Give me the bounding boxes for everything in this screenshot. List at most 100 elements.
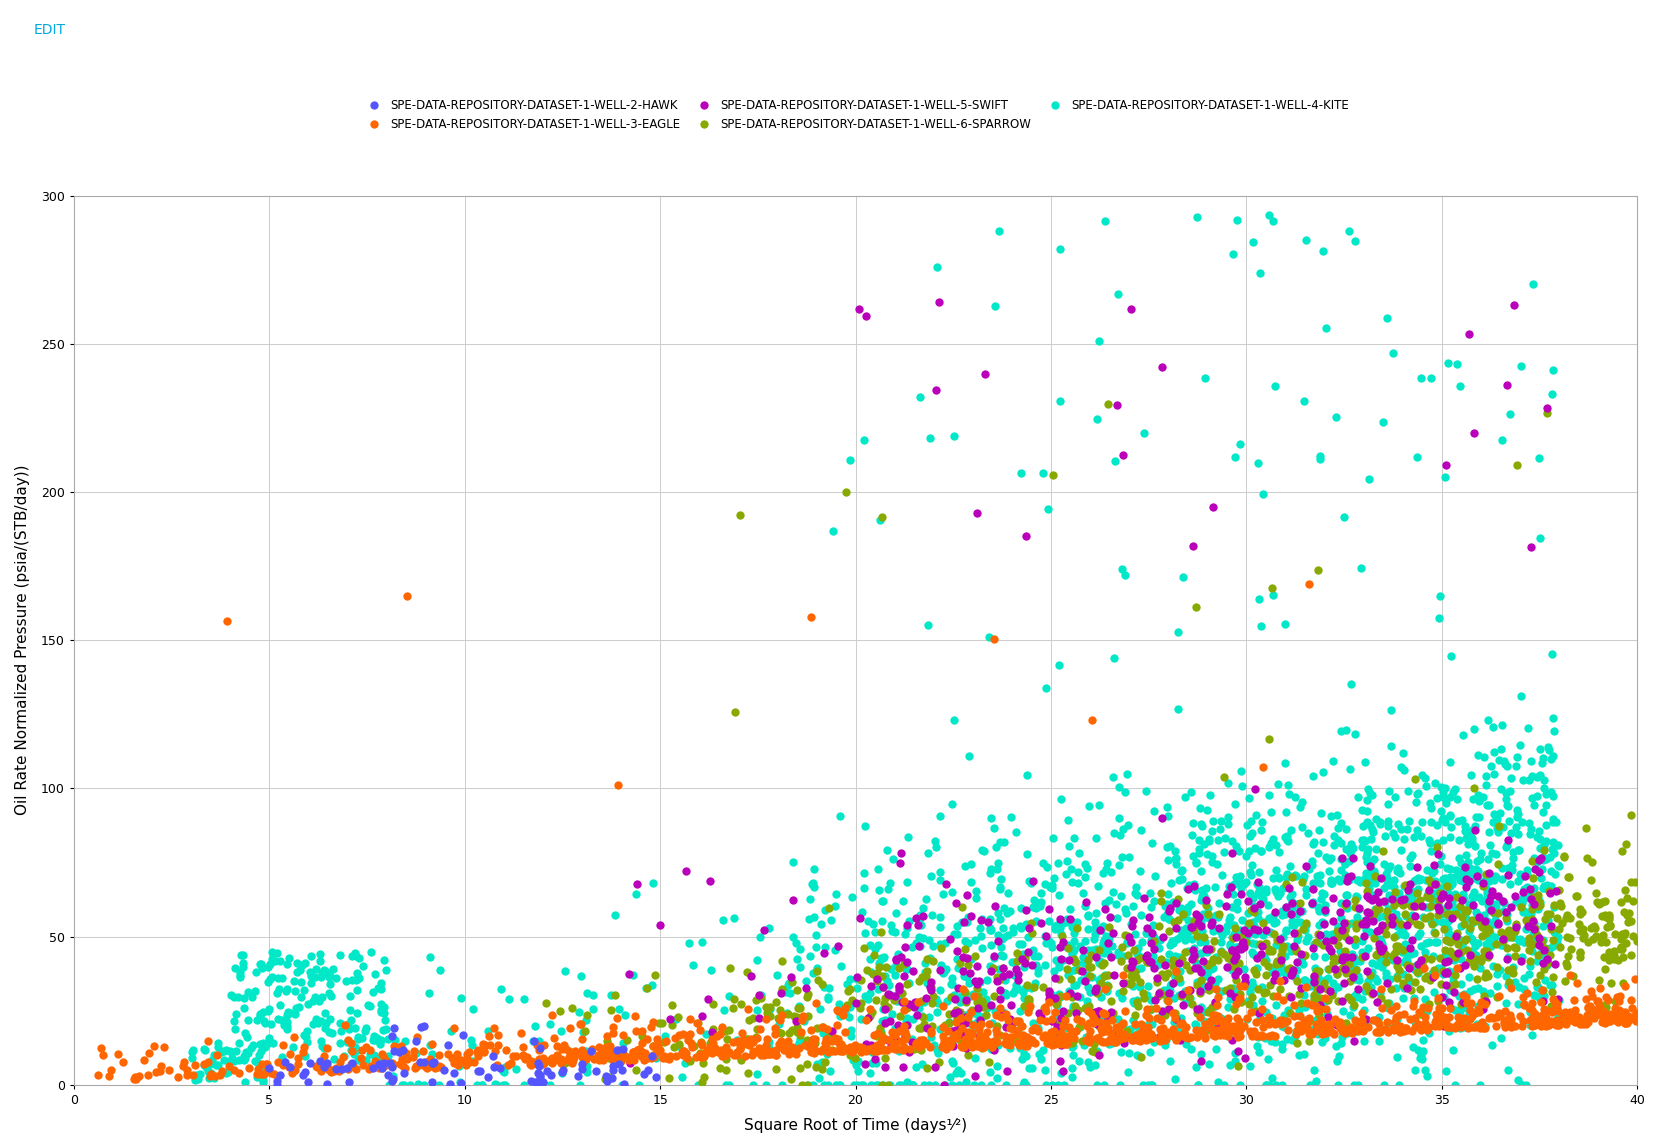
- Point: [1444, 948, 1471, 967]
- Point: [956, 1029, 983, 1047]
- Point: [1496, 782, 1522, 800]
- Point: [838, 1021, 865, 1039]
- Point: [1154, 991, 1180, 1009]
- Point: [1519, 889, 1545, 907]
- Point: [1585, 894, 1612, 913]
- Point: [367, 1003, 393, 1022]
- Point: [1096, 1034, 1122, 1053]
- Point: [903, 1039, 930, 1057]
- Point: [1391, 1004, 1418, 1023]
- Point: [1404, 884, 1431, 902]
- Point: [1343, 961, 1370, 979]
- Point: [254, 1035, 281, 1054]
- Point: [601, 1045, 627, 1063]
- Point: [782, 1045, 808, 1063]
- Point: [525, 1054, 551, 1072]
- Point: [1106, 946, 1132, 964]
- Point: [246, 1046, 272, 1064]
- Point: [1272, 614, 1298, 633]
- Point: [1439, 1041, 1466, 1060]
- Point: [876, 986, 903, 1004]
- Point: [699, 1023, 725, 1041]
- Point: [1351, 753, 1378, 771]
- Point: [237, 1038, 264, 1056]
- Point: [1008, 1002, 1034, 1021]
- Point: [1454, 852, 1481, 870]
- Point: [1379, 899, 1406, 917]
- Point: [1409, 1041, 1436, 1060]
- Point: [1127, 978, 1154, 996]
- Point: [548, 1022, 574, 1040]
- Point: [1486, 855, 1512, 874]
- Point: [1499, 855, 1526, 874]
- Point: [164, 1068, 191, 1086]
- Point: [966, 1030, 993, 1048]
- Point: [1031, 1061, 1057, 1079]
- Point: [1325, 928, 1351, 946]
- Point: [1597, 909, 1623, 928]
- Point: [1555, 1010, 1582, 1029]
- Point: [906, 999, 933, 1017]
- Point: [1283, 943, 1310, 961]
- Point: [770, 1035, 797, 1054]
- Point: [852, 924, 878, 943]
- Point: [1406, 891, 1433, 909]
- Point: [483, 1076, 510, 1094]
- Point: [1205, 830, 1232, 848]
- Point: [689, 1046, 715, 1064]
- Point: [863, 1040, 890, 1058]
- Point: [1355, 781, 1381, 799]
- Point: [1559, 940, 1585, 959]
- Point: [1348, 1004, 1374, 1023]
- Point: [1210, 945, 1237, 963]
- Point: [1242, 920, 1268, 938]
- Point: [774, 1003, 800, 1022]
- Point: [1331, 953, 1358, 971]
- Point: [337, 1000, 364, 1018]
- Point: [289, 956, 315, 975]
- Point: [1232, 968, 1258, 986]
- Point: [1034, 499, 1061, 518]
- Point: [1263, 913, 1290, 931]
- Point: [825, 1016, 852, 1034]
- Point: [928, 961, 954, 979]
- Point: [1532, 1016, 1559, 1034]
- Point: [1388, 925, 1414, 944]
- Point: [870, 1040, 896, 1058]
- Point: [1180, 946, 1207, 964]
- Point: [991, 928, 1018, 946]
- Point: [1371, 945, 1398, 963]
- Point: [1134, 986, 1160, 1004]
- Point: [868, 949, 895, 968]
- Point: [1361, 900, 1388, 918]
- Point: [1252, 953, 1278, 971]
- Point: [857, 949, 883, 968]
- Point: [1496, 1006, 1522, 1024]
- Point: [951, 1038, 978, 1056]
- Point: [1182, 598, 1208, 616]
- Point: [1366, 813, 1393, 831]
- Point: [893, 920, 920, 938]
- Point: [1204, 1007, 1230, 1025]
- Point: [1066, 1018, 1092, 1037]
- Point: [631, 1047, 657, 1065]
- Point: [1101, 1009, 1127, 1027]
- Point: [1074, 951, 1101, 969]
- Point: [958, 1026, 984, 1045]
- Point: [1479, 844, 1506, 862]
- Point: [191, 1055, 217, 1073]
- Point: [490, 1062, 516, 1080]
- Point: [1227, 435, 1253, 453]
- Point: [757, 1007, 784, 1025]
- Point: [1278, 905, 1305, 923]
- Point: [1433, 869, 1459, 887]
- Point: [1315, 1008, 1341, 1026]
- Point: [1436, 868, 1462, 886]
- Point: [1237, 827, 1263, 845]
- Point: [1419, 914, 1446, 932]
- Point: [229, 954, 256, 972]
- Point: [830, 1003, 857, 1022]
- Point: [405, 1075, 432, 1093]
- Point: [1039, 876, 1066, 894]
- Point: [1419, 946, 1446, 964]
